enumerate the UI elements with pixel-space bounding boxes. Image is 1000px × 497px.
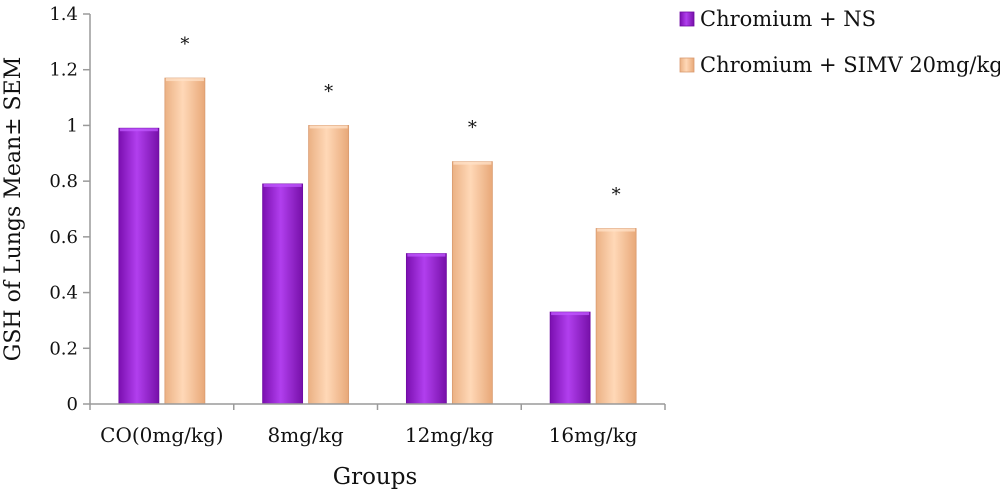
significance-markers: * * * * [180,34,620,205]
bar-highlight-series-2 [453,161,492,165]
bar-16mg-kg-series-2 [595,228,637,405]
legend-label-series-2: Chromium + SIMV 20mg/kg [700,53,1000,77]
bars [118,77,637,405]
bar-highlight-series-1 [407,253,446,257]
bar-highlight-series-2 [597,228,636,232]
bar-8mg-kg-series-2 [308,125,350,405]
bar-highlight-series-2 [165,78,204,82]
x-tick-label: 8mg/kg [268,423,344,447]
bar-highlight-series-1 [263,183,302,187]
bar-co-0mg-kg--series-2 [164,77,206,405]
bar-8mg-kg-series-1 [262,183,304,405]
bar-highlight-series-1 [551,312,590,316]
y-tick-label: 1 [67,115,78,136]
y-tick-label: 1.4 [49,4,78,25]
bar-highlight-series-1 [119,128,158,132]
x-axis-ticks: CO(0mg/kg) 8mg/kg 12mg/kg 16mg/kg [89,404,666,447]
bar-highlight-series-2 [309,125,348,129]
x-axis-title: Groups [333,464,418,490]
y-tick-label: 0.2 [49,338,78,359]
y-tick-label: 1.2 [49,60,78,81]
legend-swatch-series-1 [679,11,695,27]
legend-swatch-series-2 [679,57,695,73]
bar-co-0mg-kg--series-1 [118,127,160,405]
x-tick-label: 12mg/kg [405,423,494,447]
y-tick-label: 0.8 [49,171,78,192]
y-axis-title: GSH of Lungs Mean± SEM [1,57,26,361]
bar-12mg-kg-series-2 [451,161,493,405]
y-axis-ticks: 0 0.2 0.4 0.6 0.8 1 1.2 1.4 [49,4,90,415]
y-tick-label: 0 [67,394,78,415]
significance-asterisk: * [180,34,189,55]
legend: Chromium + NS Chromium + SIMV 20mg/kg [679,7,1000,77]
x-tick-label: 16mg/kg [549,423,638,447]
significance-asterisk: * [612,185,621,206]
y-tick-label: 0.4 [49,283,78,304]
y-tick-label: 0.6 [49,227,78,248]
bar-12mg-kg-series-1 [405,253,447,405]
x-tick-label: CO(0mg/kg) [100,423,223,447]
bar-16mg-kg-series-1 [549,311,591,405]
legend-label-series-1: Chromium + NS [700,7,876,31]
significance-asterisk: * [468,118,477,139]
significance-asterisk: * [324,81,333,102]
